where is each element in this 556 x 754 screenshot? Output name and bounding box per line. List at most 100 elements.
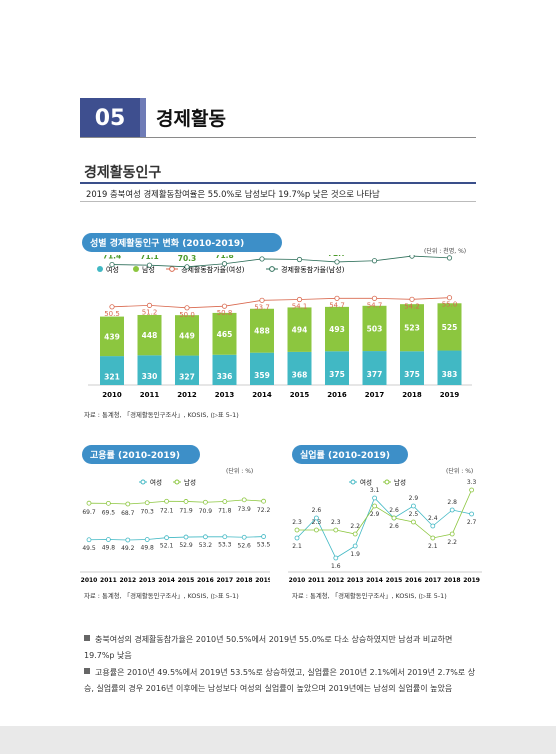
x-tick-label: 2010 — [102, 391, 122, 399]
female-point — [144, 537, 150, 542]
female-rate-point — [221, 303, 228, 309]
chart2-svg: 여성 남성 49.5 49.8 49.2 49.8 52.1 52.9 53.2 53.3 52.6… — [80, 478, 270, 584]
bar-male-label: 488 — [254, 327, 270, 336]
section-rule — [80, 182, 476, 184]
male-value-label: 71.8 — [218, 508, 232, 515]
bar-male — [437, 303, 462, 351]
male-value-label: 69.5 — [102, 509, 116, 516]
female-rate-label: 54.2 — [404, 302, 420, 310]
bar-female-label: 383 — [442, 370, 458, 379]
x-tick-label: 2016 — [197, 577, 214, 584]
male-point — [430, 535, 436, 541]
bar-female — [400, 351, 424, 385]
bar-female-label: 375 — [329, 370, 345, 379]
male-point — [313, 527, 319, 533]
female-point — [449, 507, 455, 513]
bar-female — [437, 350, 462, 385]
male-value-label: 72.1 — [160, 507, 174, 514]
bar-male — [287, 307, 312, 352]
male-rate-label: 73.3 — [365, 255, 384, 257]
bar-female — [362, 351, 387, 385]
bar-female — [100, 356, 124, 385]
chart1-unit: (단위 : 천명, %) — [424, 248, 467, 255]
female-point — [333, 555, 339, 561]
male-point — [449, 531, 455, 537]
male-rate-label: 72.7 — [328, 255, 347, 258]
x-tick-label: 2011 — [308, 577, 325, 584]
female-point — [86, 537, 92, 543]
bar-male — [362, 305, 387, 352]
male-series-line — [88, 499, 264, 505]
chapter-title: 경제활동 — [156, 108, 226, 130]
male-point — [144, 500, 150, 506]
male-point — [372, 503, 377, 509]
legend-female-swatch — [97, 266, 103, 272]
legend-male-swatch — [133, 266, 139, 272]
bar-female-label: 377 — [367, 370, 383, 379]
bar-male — [100, 316, 124, 357]
bar-female — [250, 352, 274, 385]
male-value-label: 2.3 — [331, 519, 341, 526]
chart1-title: 성별 경제활동인구 변화 (2010-2019) — [82, 233, 282, 252]
x-tick-label: 2012 — [177, 391, 197, 399]
female-point — [294, 535, 300, 541]
legend-male-rate-marker — [269, 266, 275, 272]
female-value-label: 2.8 — [447, 499, 457, 506]
female-value-label: 1.9 — [350, 551, 360, 558]
male-point — [241, 497, 247, 503]
chart3-unit: (단위 : %) — [446, 468, 474, 475]
female-rate-label: 50.5 — [104, 310, 120, 318]
female-point — [411, 503, 416, 509]
female-value-label: 2.6 — [389, 523, 399, 530]
female-rate-label: 50.0 — [179, 311, 195, 319]
female-point — [430, 523, 436, 529]
female-value-label: 52.6 — [238, 542, 252, 549]
female-rate-point — [446, 295, 453, 301]
x-tick-label: 2014 — [366, 577, 383, 584]
legend-female-rate-marker — [169, 266, 175, 272]
x-tick-label: 2012 — [327, 577, 344, 584]
female-rate-point — [409, 296, 415, 302]
male-value-label: 2.5 — [409, 511, 419, 518]
x-tick-label: 2013 — [139, 577, 156, 584]
female-rate-point — [146, 302, 153, 308]
male-value-label: 73.9 — [238, 506, 252, 513]
female-point — [313, 515, 319, 521]
legend-female-marker — [140, 479, 146, 485]
male-value-label: 2.3 — [312, 519, 322, 526]
bar-male — [325, 306, 349, 352]
chart2-unit: (단위 : %) — [226, 468, 254, 475]
female-point — [352, 543, 358, 549]
male-point — [294, 527, 300, 533]
legend-female-label: 여성 — [106, 265, 119, 274]
x-tick-label: 2018 — [444, 577, 461, 584]
chart1-source: 자료 : 통계청, 「경제활동인구조사」, KOSIS, (▷표 5-1) — [84, 411, 239, 419]
x-tick-label: 2010 — [81, 577, 98, 584]
legend-male-label: 남성 — [142, 265, 155, 274]
female-point — [469, 511, 475, 517]
female-value-label: 2.7 — [467, 519, 477, 526]
bar-male-label: 525 — [442, 323, 458, 332]
female-rate-point — [184, 305, 190, 311]
male-rate-point — [296, 256, 303, 263]
summary-rule — [80, 201, 476, 202]
x-tick-label: 2011 — [100, 577, 117, 584]
female-rate-label: 50.8 — [217, 309, 233, 317]
male-point — [183, 499, 189, 504]
bar-male-label: 523 — [404, 324, 420, 333]
female-point — [183, 534, 189, 540]
male-rate-point — [221, 261, 228, 267]
legend-male-label: 남성 — [394, 478, 406, 487]
male-rate-label: 71.4 — [103, 255, 122, 261]
female-point — [222, 534, 228, 540]
male-point — [164, 498, 169, 504]
male-rate-point — [371, 258, 378, 264]
male-rate-label: 71.1 — [140, 255, 159, 261]
male-rate-point — [259, 256, 265, 262]
female-series-line — [88, 536, 264, 541]
male-point — [86, 500, 92, 506]
female-rate-label: 54.1 — [292, 303, 308, 311]
male-point — [203, 499, 208, 505]
female-value-label: 49.2 — [121, 545, 135, 552]
female-rate-point — [296, 296, 303, 303]
